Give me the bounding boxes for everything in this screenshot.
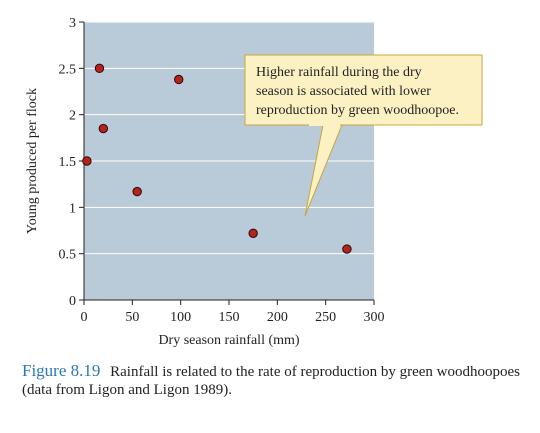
y-tick-label: 3 xyxy=(69,16,76,31)
figure-caption: Figure 8.19 Rainfall is related to the r… xyxy=(22,362,522,399)
data-point xyxy=(174,74,184,85)
y-axis-title: Young produced per flock xyxy=(25,88,40,234)
gridlines xyxy=(84,21,374,255)
data-point xyxy=(132,186,142,197)
callout-text-line: Higher rainfall during the dry xyxy=(256,65,422,80)
y-tick-label: 2 xyxy=(69,109,76,124)
callout-text-line: season is associated with lower xyxy=(256,84,431,99)
y-tick-label: 1 xyxy=(69,201,76,216)
y-tick-label: 2.5 xyxy=(59,62,77,77)
x-tick-label: 150 xyxy=(219,310,240,325)
x-axis-title: Dry season rainfall (mm) xyxy=(158,333,299,348)
annotation-callout: Higher rainfall during the dry season is … xyxy=(244,54,483,217)
y-tick-label: 0 xyxy=(69,294,76,309)
x-tick-label: 100 xyxy=(170,310,191,325)
x-tick-label: 200 xyxy=(267,310,288,325)
y-tick-label: 1.5 xyxy=(59,155,77,170)
data-points xyxy=(82,63,352,254)
caption-text: Rainfall is related to the rate of repro… xyxy=(22,364,521,398)
data-point xyxy=(248,228,258,238)
x-tick-label: 300 xyxy=(364,310,385,325)
callout-box xyxy=(244,54,483,126)
figure-label: Figure 8.19 xyxy=(22,361,101,380)
callout-pointer xyxy=(304,124,343,217)
data-point xyxy=(342,244,352,254)
data-point xyxy=(82,156,92,166)
data-point xyxy=(94,63,105,74)
x-tick-label: 250 xyxy=(315,310,336,325)
scatter-chart: 0 0.5 1 1.5 2 2.5 3 0 50 100 150 200 250 300 Dry seas… xyxy=(25,16,483,348)
callout-text: Higher rainfall during the dry season is … xyxy=(256,65,459,118)
data-point xyxy=(98,123,109,134)
axis-ticks: 0 0.5 1 1.5 2 2.5 3 0 50 100 150 200 250 300 xyxy=(59,16,385,325)
x-tick-label: 0 xyxy=(81,310,88,325)
x-tick-label: 50 xyxy=(125,310,139,325)
y-tick-label: 0.5 xyxy=(59,248,77,263)
callout-text-line: reproduction by green woodhoopoe. xyxy=(256,103,459,118)
